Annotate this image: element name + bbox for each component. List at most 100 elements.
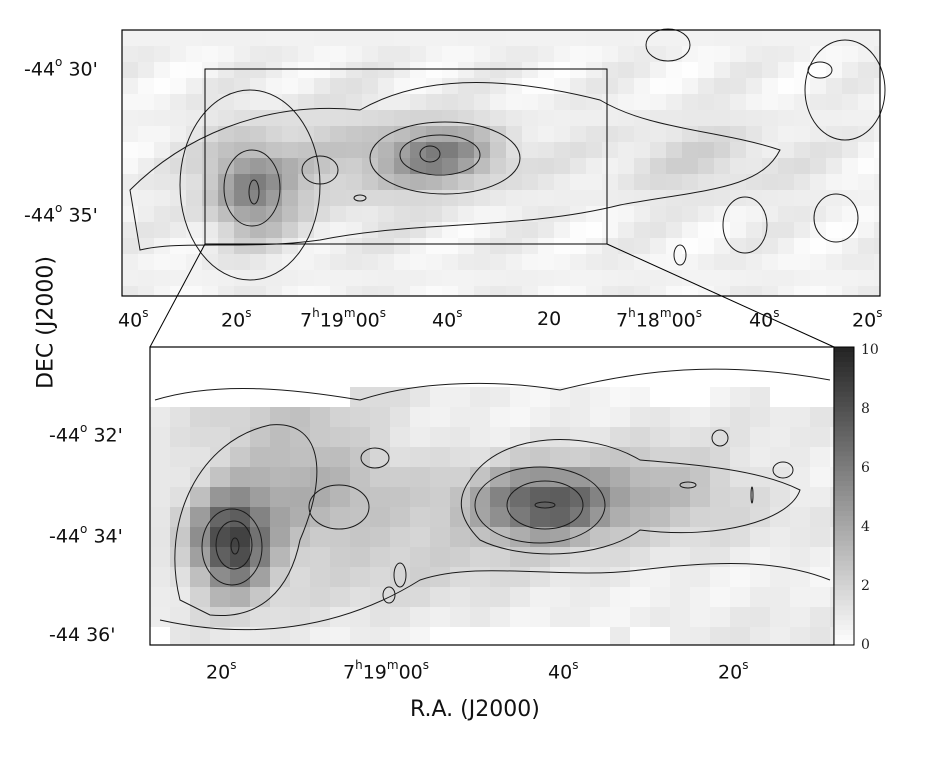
top-map-pixel (538, 110, 554, 126)
top-map-pixel (426, 238, 442, 254)
bottom-map-pixel (570, 547, 590, 567)
bottom-map-pixel (290, 627, 310, 645)
top-map-pixel (778, 190, 794, 206)
top-map-pixel (426, 78, 442, 94)
top-map-pixel (794, 206, 810, 222)
top-map-pixel (826, 286, 842, 296)
bottom-map-pixel (670, 507, 690, 527)
top-map-pixel (170, 30, 186, 46)
top-map-pixel (650, 190, 666, 206)
bottom-map-pixel (170, 567, 190, 587)
top-map-pixel (842, 158, 858, 174)
bottom-map-pixel (550, 607, 570, 627)
bottom-map-pixel (330, 427, 350, 447)
top-map-pixel (442, 174, 458, 190)
top-map-pixel (698, 142, 714, 158)
top-map-pixel (122, 94, 138, 110)
bottom-map-pixel (350, 407, 370, 427)
top-map-pixel (154, 206, 170, 222)
colorbar-step (834, 615, 854, 621)
top-map-pixel (794, 126, 810, 142)
bottom-map-pixel (670, 347, 690, 367)
bottom-map-pixel (590, 627, 610, 645)
top-contour (223, 149, 281, 227)
bottom-map-pixel (790, 487, 810, 507)
bottom-map-pixel (330, 467, 350, 487)
top-map-pixel (490, 158, 506, 174)
bottom-map-pixel (310, 367, 330, 387)
bottom-map-pixel (430, 427, 450, 447)
top-map-pixel (682, 174, 698, 190)
bottom-map-pixel (750, 427, 770, 447)
top-map-pixel (362, 78, 378, 94)
top-map-pixel (874, 158, 880, 174)
top-map-pixel (266, 126, 282, 142)
bottom-map-pixel (590, 527, 610, 547)
top-map-pixel (618, 78, 634, 94)
bottom-map-pixel (410, 447, 430, 467)
bottom-map-pixel (170, 607, 190, 627)
top-map-pixel (362, 190, 378, 206)
inset-box (204, 68, 608, 245)
top-map-pixel (186, 174, 202, 190)
top-map-pixel (122, 222, 138, 238)
top-map-pixel (458, 46, 474, 62)
top-map-pixel (202, 222, 218, 238)
top-map-pixel (602, 78, 618, 94)
bottom-map-pixel (630, 587, 650, 607)
bottom-map-pixel (750, 587, 770, 607)
top-map-pixel (170, 174, 186, 190)
top-map-pixel (682, 110, 698, 126)
bottom-map-pixel (150, 507, 170, 527)
top-map-pixel (826, 190, 842, 206)
top-map-pixel (570, 190, 586, 206)
bottom-map-pixel (810, 467, 830, 487)
top-map-pixel (218, 286, 234, 296)
bottom-map-pixel (330, 347, 350, 367)
bottom-map-pixel (490, 467, 510, 487)
top-map-pixel (602, 46, 618, 62)
top-map-pixel (794, 270, 810, 286)
colorbar-step (834, 406, 854, 413)
top-map-pixel (250, 206, 266, 222)
top-map-pixel (618, 190, 634, 206)
bottom-map-pixel (810, 487, 830, 507)
top-map-pixel (730, 254, 746, 270)
bottom-map-pixel (730, 447, 750, 467)
top-map-pixel (858, 126, 874, 142)
bottom-map-pixel (230, 467, 250, 487)
top-map-pixel (410, 190, 426, 206)
bottom-map-pixel (190, 547, 210, 567)
top-map-pixel (218, 46, 234, 62)
top-map-pixel (346, 110, 362, 126)
bottom-map-pixel (570, 347, 590, 367)
colorbar-tick-8: 8 (861, 401, 870, 417)
bottom-map-pixel (570, 587, 590, 607)
top-contour (399, 134, 481, 176)
bottom-map-pixel (150, 627, 170, 645)
top-map-pixel (266, 222, 282, 238)
top-map-pixel (762, 94, 778, 110)
top-map-pixel (730, 142, 746, 158)
top-map-pixel (666, 126, 682, 142)
bottom-map-pixel (610, 507, 630, 527)
top-map-pixel (298, 30, 314, 46)
top-map-pixel (346, 94, 362, 110)
bottom-map-pixel (190, 427, 210, 447)
top-map-pixel (506, 174, 522, 190)
top-map-pixel (186, 206, 202, 222)
top-map-pixel (490, 94, 506, 110)
bottom-map-pixel (710, 547, 730, 567)
top-map-pixel (426, 254, 442, 270)
bottom-map-pixel (290, 447, 310, 467)
top-map-pixel (842, 30, 858, 46)
colorbar-step (834, 570, 854, 576)
top-map-pixel (186, 254, 202, 270)
top-map-pixel (458, 222, 474, 238)
top-map-pixel (394, 222, 410, 238)
bottom-map-pixel (810, 387, 830, 407)
bottom-map-pixel (170, 447, 190, 467)
top-map-pixel (458, 142, 474, 158)
top-map-pixel (746, 46, 762, 62)
top-map-pixel (602, 286, 618, 296)
